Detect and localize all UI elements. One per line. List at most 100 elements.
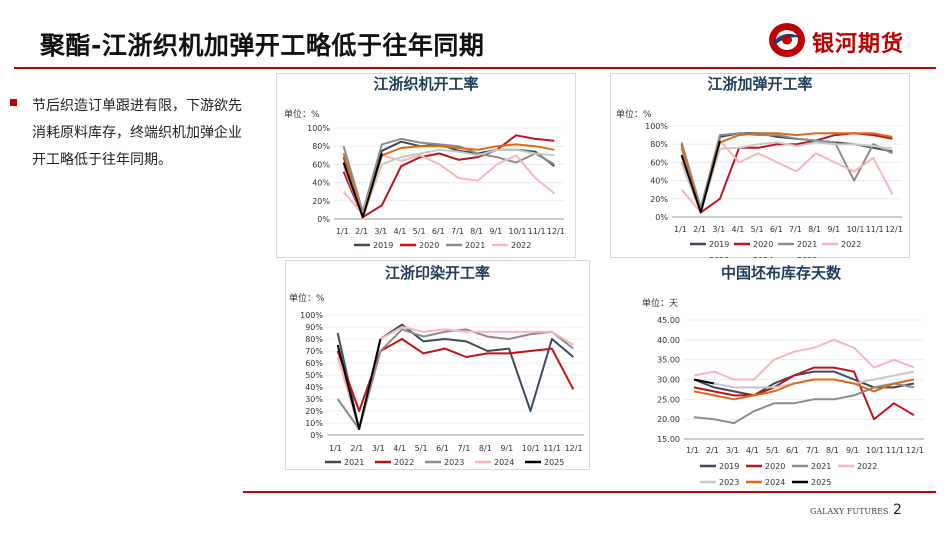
x-tick-label: 11/1 xyxy=(866,225,884,234)
footer-brand: GALAXY FUTURES xyxy=(810,507,889,516)
legend-label: 2023 xyxy=(719,478,739,487)
y-tick-label: 100% xyxy=(307,124,330,133)
legend-label: 2019 xyxy=(709,240,729,249)
x-tick-label: 3/1 xyxy=(726,446,739,455)
galaxy-logo-icon xyxy=(769,23,805,57)
chart-dyeing-rate: 江浙印染开工率 单位：% 0% 10% 20% 30% 40% 50% 60% 70% 80% 90%… xyxy=(285,260,590,470)
y-tick-label: 40% xyxy=(305,383,323,392)
y-tick-label: 30% xyxy=(305,395,323,404)
bullet-square-icon xyxy=(10,99,17,106)
series-line-2025 xyxy=(342,153,383,219)
x-tick-label: 10/1 xyxy=(522,444,540,453)
y-tick-label: 50% xyxy=(305,371,323,380)
x-tick-label: 3/1 xyxy=(374,227,387,236)
x-tick-label: 7/1 xyxy=(451,227,464,236)
x-tick-label: 12/1 xyxy=(565,444,583,453)
legend-label: 2019 xyxy=(373,241,393,250)
chart-weaving-rate: 江浙织机开工率 单位：% 0% 20% 40% 60% 80% 100% 1/1 2/1 3/1 4/… xyxy=(276,73,576,258)
legend-label: 2023 xyxy=(444,458,464,467)
x-tick-label: 12/1 xyxy=(906,446,924,455)
legend-label: 2024 xyxy=(753,256,773,258)
series-line-2023 xyxy=(680,141,893,214)
series-line-2019 xyxy=(693,370,915,397)
series-line-2021 xyxy=(680,132,893,209)
legend-label: 2021 xyxy=(344,458,364,467)
x-tick-label: 6/1 xyxy=(786,446,799,455)
series-line-2021 xyxy=(693,382,915,425)
x-tick-label: 11/1 xyxy=(528,227,546,236)
y-tick-label: 25.00 xyxy=(657,395,680,404)
legend-label: 2022 xyxy=(394,458,414,467)
legend-label: 2025 xyxy=(544,458,564,467)
y-tick-label: 60% xyxy=(650,158,668,167)
y-tick-label: 20.00 xyxy=(657,415,680,424)
x-tick-label: 9/1 xyxy=(846,446,859,455)
chart-title: 江浙加弹开工率 xyxy=(707,75,812,93)
chart-title: 江浙织机开工率 xyxy=(373,75,478,93)
legend-label: 2020 xyxy=(753,240,773,249)
x-tick-label: 12/1 xyxy=(547,227,565,236)
y-tick-label: 45.00 xyxy=(657,316,680,325)
legend-label: 2024 xyxy=(494,458,514,467)
y-tick-label: 80% xyxy=(305,335,323,344)
title-divider xyxy=(14,67,936,69)
x-tick-label: 9/1 xyxy=(827,225,840,234)
y-tick-label: 20% xyxy=(305,407,323,416)
x-tick-label: 10/1 xyxy=(866,446,884,455)
page-title: 聚酯-江浙织机加弹开工略低于往年同期 xyxy=(40,31,485,60)
series-line-2022 xyxy=(680,139,894,214)
y-tick-label: 40% xyxy=(312,179,330,188)
bullet-point: 节后织造订单跟进有限，下游欲先消耗原料库存，终端织机加弹企业开工略低于往年同期。 xyxy=(10,93,255,174)
series-line-2020 xyxy=(342,134,555,219)
y-tick-label: 100% xyxy=(300,311,323,320)
x-tick-label: 6/1 xyxy=(770,225,783,234)
x-tick-label: 4/1 xyxy=(394,227,407,236)
y-tick-label: 15.00 xyxy=(657,435,680,444)
x-tick-label: 1/1 xyxy=(329,444,342,453)
x-tick-label: 3/1 xyxy=(372,444,385,453)
chart-frame xyxy=(610,73,910,258)
chart-grey-cloth-inventory: 中国坯布库存天数 单位：天 15.00 20.00 25.00 30.00 35.00 40.… xyxy=(628,260,934,492)
legend-label: 2025 xyxy=(465,257,485,258)
y-tick-label: 0% xyxy=(317,215,330,224)
y-tick-label: 60% xyxy=(312,160,330,169)
legend-label: 2023 xyxy=(373,257,393,258)
x-tick-label: 6/1 xyxy=(432,227,445,236)
x-tick-label: 8/1 xyxy=(826,446,839,455)
x-tick-label: 3/1 xyxy=(712,225,725,234)
page-number: 2 xyxy=(893,502,902,518)
x-tick-label: 2/1 xyxy=(350,444,363,453)
legend-label: 2022 xyxy=(511,241,531,250)
x-tick-label: 7/1 xyxy=(458,444,471,453)
series-line-2022 xyxy=(693,338,915,381)
y-tick-label: 70% xyxy=(305,347,323,356)
legend-label: 2021 xyxy=(465,241,485,250)
x-tick-label: 6/1 xyxy=(436,444,449,453)
y-tick-label: 60% xyxy=(305,359,323,368)
x-tick-label: 5/1 xyxy=(413,227,426,236)
legend-label: 2022 xyxy=(857,462,877,471)
y-tick-label: 20% xyxy=(650,195,668,204)
series-line-2024 xyxy=(693,378,915,401)
series-line-2025 xyxy=(680,140,721,214)
x-tick-label: 4/1 xyxy=(746,446,759,455)
y-tick-label: 0% xyxy=(655,213,668,222)
y-tick-label: 80% xyxy=(650,140,668,149)
legend-label: 2021 xyxy=(811,462,831,471)
x-tick-label: 9/1 xyxy=(500,444,513,453)
x-tick-label: 7/1 xyxy=(806,446,819,455)
y-tick-label: 40.00 xyxy=(657,336,680,345)
y-tick-label: 90% xyxy=(305,323,323,332)
legend-label: 2025 xyxy=(797,256,817,258)
x-tick-label: 10/1 xyxy=(509,227,527,236)
bullet-text: 节后织造订单跟进有限，下游欲先消耗原料库存，终端织机加弹企业开工略低于往年同期。 xyxy=(32,98,242,168)
x-tick-label: 2/1 xyxy=(693,225,706,234)
chart-title: 中国坯布库存天数 xyxy=(721,264,842,282)
series-line-2023 xyxy=(336,328,574,430)
x-tick-label: 5/1 xyxy=(415,444,428,453)
x-tick-label: 1/1 xyxy=(674,225,687,234)
x-tick-label: 11/1 xyxy=(886,446,904,455)
chart-frame xyxy=(285,260,590,470)
y-tick-label: 20% xyxy=(312,197,330,206)
